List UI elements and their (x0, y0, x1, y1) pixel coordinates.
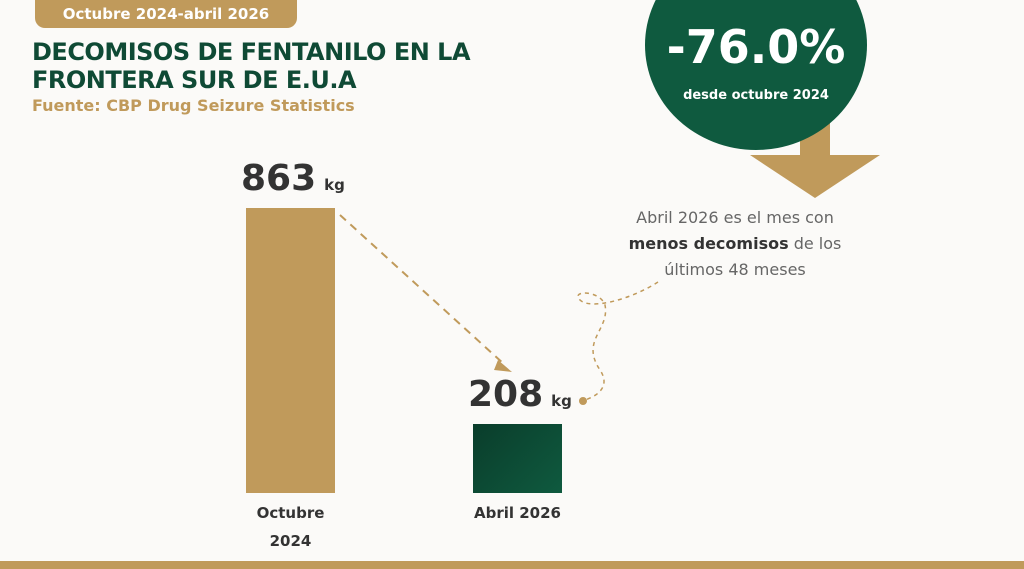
chart-title: DECOMISOS DE FENTANILO EN LA FRONTERA SU… (32, 38, 471, 94)
value-label: 863 (241, 158, 317, 199)
note-emphasis: menos decomisos (628, 234, 789, 253)
note: Abril 2026 es el mes con menos decomisos… (610, 205, 860, 283)
value-label: 208 (468, 374, 544, 416)
unit-label: kg (324, 176, 345, 194)
change-label: -76.0% (666, 20, 846, 74)
value-label-group: 208 kg (468, 374, 572, 415)
category-label: Abril 2026 (474, 504, 561, 522)
badge: Octubre 2024-abril 2026 (35, 0, 297, 28)
bar (246, 208, 335, 493)
bar (473, 424, 562, 493)
note-text: de los últimos 48 meses (664, 234, 842, 279)
note-text: Abril 2026 es el mes con (636, 208, 834, 227)
footer-strip (0, 561, 1024, 569)
unit-label: kg (551, 392, 572, 411)
source: Fuente: CBP Drug Seizure Statistics (32, 96, 355, 115)
change-note: desde octubre 2024 (683, 88, 829, 103)
value-label-group: 863 kg (241, 158, 345, 199)
category-label: Octubre 2024 (256, 504, 325, 550)
